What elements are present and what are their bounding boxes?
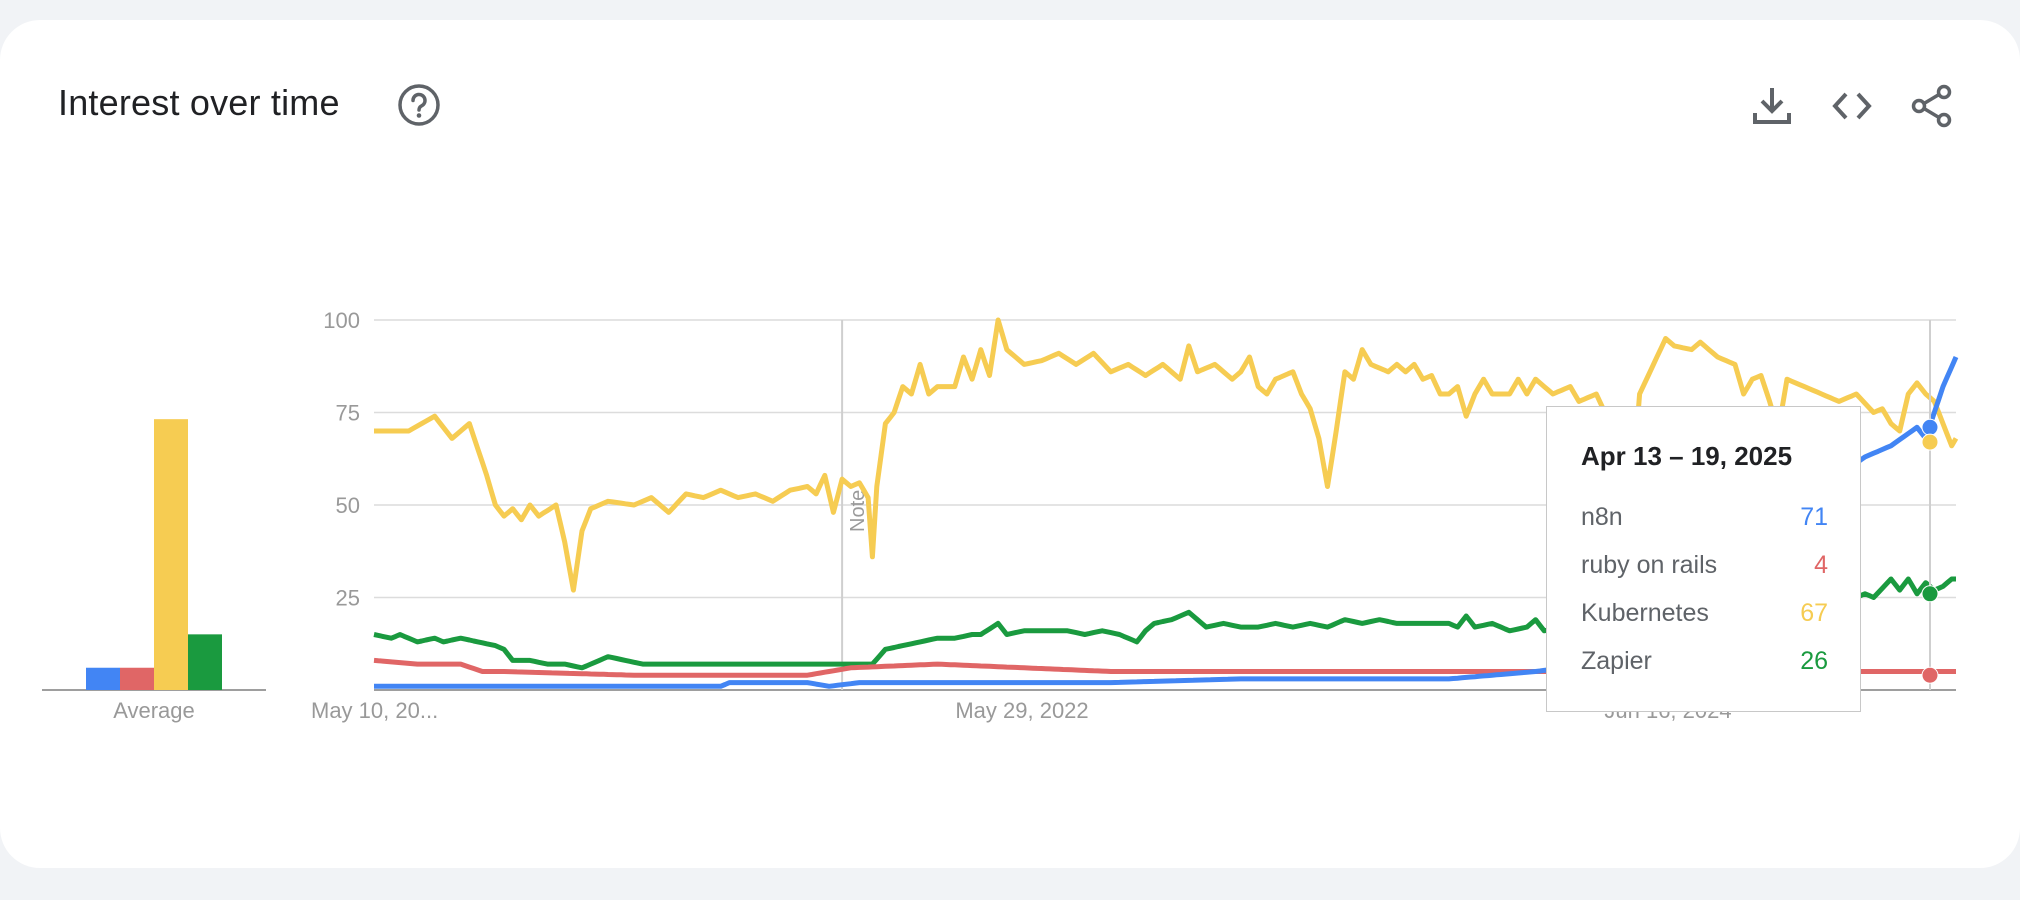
hover-dot-zapier [1921, 585, 1939, 603]
tooltip-series-name: Zapier [1581, 647, 1652, 675]
embed-code-icon[interactable] [1830, 84, 1874, 128]
tooltip-series-name: n8n [1581, 503, 1623, 531]
average-bar-kubernetes [154, 419, 188, 690]
hover-dot-kubernetes [1921, 433, 1939, 451]
tooltip-date: Apr 13 – 19, 2025 [1581, 441, 1793, 471]
tooltip-series-value: 26 [1800, 647, 1828, 675]
average-bar-zapier [188, 634, 222, 690]
tooltip-series-value: 67 [1800, 599, 1828, 627]
average-bar-n8n [86, 667, 120, 690]
series-line-kubernetes [374, 317, 1959, 593]
tooltip-series-name: Kubernetes [1581, 599, 1709, 627]
chart-title: Interest over time [58, 82, 340, 123]
x-tick-label: May 29, 2022 [955, 698, 1088, 723]
note-annotation: Note [847, 490, 869, 532]
tooltip-row-kubernetes: Kubernetes 67 [1581, 599, 1828, 633]
tooltip-row-ruby-on-rails: ruby on rails 4 [1581, 551, 1828, 585]
hover-tooltip: Apr 13 – 19, 2025 n8n 71 ruby on rails 4… [1546, 406, 1861, 712]
tooltip-series-value: 4 [1814, 551, 1828, 579]
y-tick-label: 75 [336, 401, 360, 426]
tooltip-series-name: ruby on rails [1581, 551, 1718, 579]
y-tick-label: 50 [336, 493, 360, 518]
average-label: Average [113, 698, 195, 723]
tooltip-row-n8n: n8n 71 [1581, 503, 1828, 537]
hover-dot-n8n [1921, 418, 1939, 436]
hover-dot-ruby-on-rails [1921, 666, 1939, 684]
average-bar-ruby-on-rails [120, 667, 154, 690]
tooltip-row-zapier: Zapier 26 [1581, 647, 1828, 681]
y-tick-label: 25 [336, 586, 360, 611]
tooltip-series-value: 71 [1800, 503, 1828, 531]
help-icon[interactable] [396, 82, 442, 128]
share-icon[interactable] [1910, 84, 1954, 128]
y-tick-label: 100 [323, 308, 360, 333]
x-tick-label: May 10, 20... [311, 698, 438, 723]
download-icon[interactable] [1750, 84, 1794, 128]
